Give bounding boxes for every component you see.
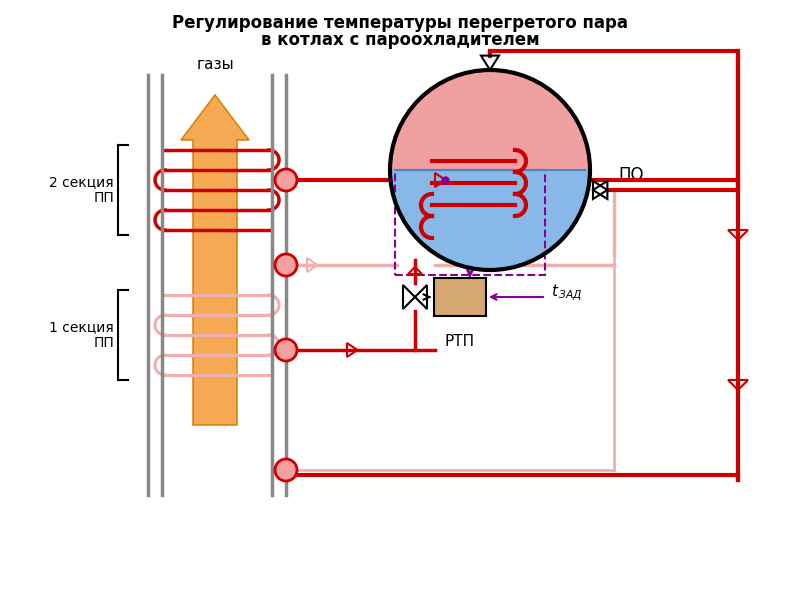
Text: ПО: ПО [618, 166, 644, 184]
Polygon shape [390, 70, 590, 170]
Text: 1 секция
ПП: 1 секция ПП [50, 320, 114, 350]
Circle shape [275, 254, 297, 276]
Circle shape [275, 169, 297, 191]
Circle shape [275, 339, 297, 361]
Text: Регулирование температуры перегретого пара: Регулирование температуры перегретого па… [172, 14, 628, 32]
Text: $t_{\,ЗАД}$: $t_{\,ЗАД}$ [551, 283, 582, 304]
Circle shape [275, 459, 297, 481]
Text: 2 секция
ПП: 2 секция ПП [50, 175, 114, 205]
Text: РТП: РТП [445, 334, 475, 349]
Polygon shape [181, 95, 249, 425]
Text: газы: газы [196, 57, 234, 72]
Text: $t_{\,ПЕ}$: $t_{\,ПЕ}$ [458, 208, 482, 227]
Bar [434, 278, 486, 316]
Polygon shape [390, 170, 590, 270]
Text: в котлах с пароохладителем: в котлах с пароохладителем [261, 31, 539, 49]
Bar [395, 170, 545, 275]
Text: $D_{\,ПЕ}$: $D_{\,ПЕ}$ [452, 156, 482, 175]
